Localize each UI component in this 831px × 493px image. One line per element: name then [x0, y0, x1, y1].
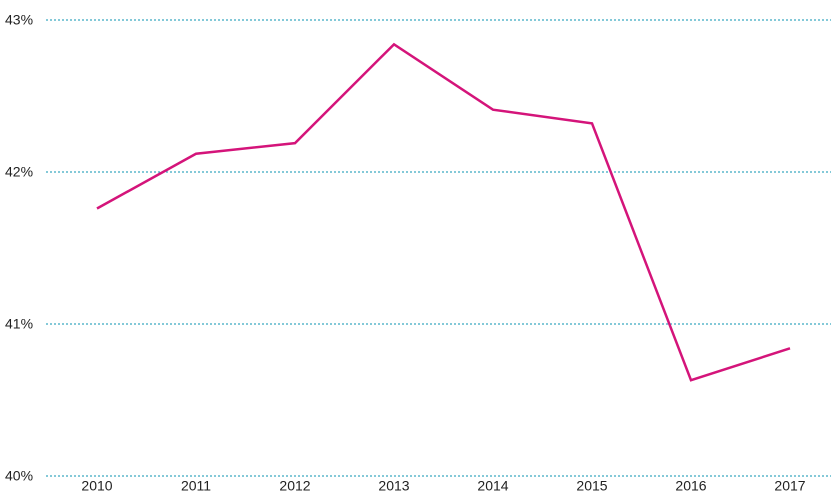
data-line — [96, 42, 791, 382]
x-tick-label: 2014 — [477, 478, 508, 493]
x-tick-label: 2015 — [576, 478, 607, 493]
x-tick-label: 2016 — [675, 478, 706, 493]
x-tick-label: 2010 — [81, 478, 112, 493]
x-tick-label: 2013 — [378, 478, 409, 493]
y-tick-label: 41% — [5, 316, 33, 332]
y-tick-label: 40% — [5, 468, 33, 484]
x-tick-label: 2011 — [181, 478, 211, 493]
y-tick-label: 42% — [5, 164, 33, 180]
x-tick-label: 2012 — [279, 478, 310, 493]
y-tick-label: 43% — [5, 12, 33, 28]
x-tick-label: 2017 — [774, 478, 805, 493]
